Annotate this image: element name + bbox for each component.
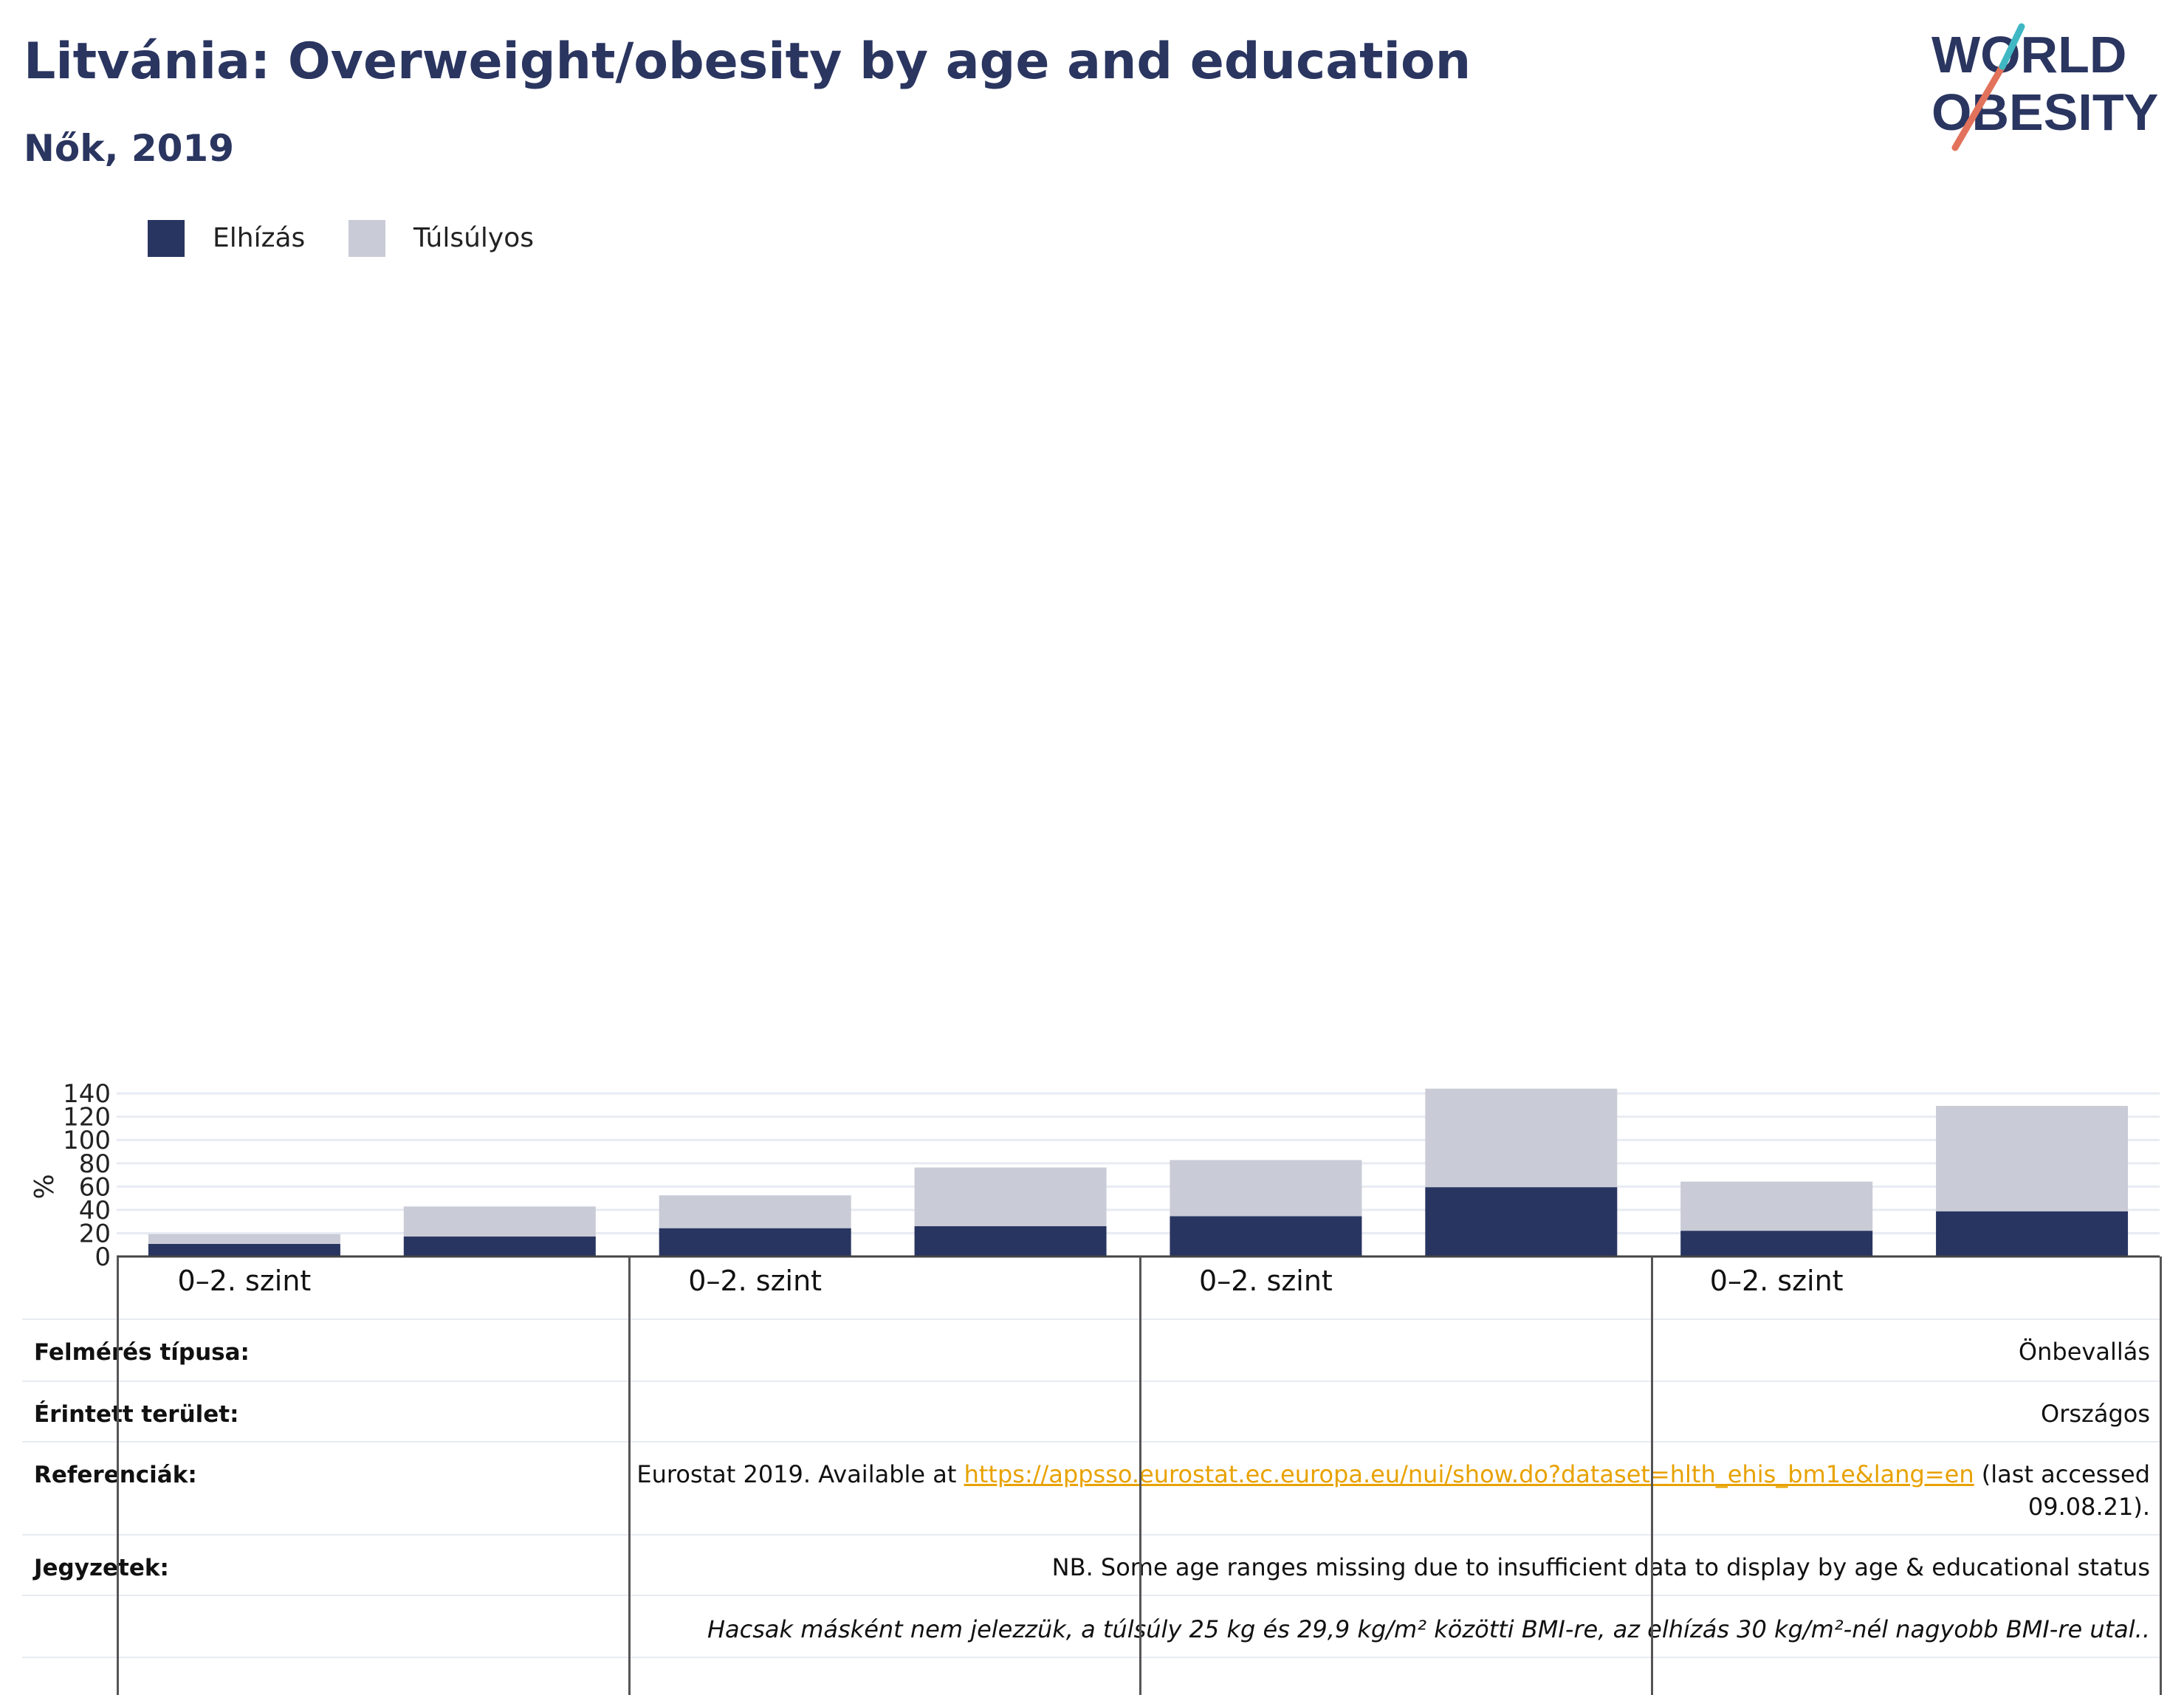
legend-swatch-obesity [148,220,185,257]
definition-note: Hacsak másként nem jelezzük, a túlsúly 2… [707,1615,2150,1643]
bar-overweight [1680,1181,1873,1231]
references-link[interactable]: https://appsso.eurostat.ec.europa.eu/nui… [964,1460,1974,1488]
legend-label-overweight: Túlsúlyos [413,223,535,253]
group-divider [117,1256,119,1695]
bar-overweight [403,1206,596,1237]
group-divider [628,1256,631,1695]
table-divider [22,1595,2162,1596]
references-prefix: Eurostat 2019. Available at [636,1460,964,1488]
survey-type-label: Felmérés típusa: [34,1339,250,1366]
table-divider [22,1318,2162,1320]
logo-text-world: WORLD [1931,26,2126,83]
y-tick-label: 100 [63,1126,111,1155]
legend-swatch-overweight [348,220,385,257]
references-label: Referenciák: [34,1462,197,1488]
y-tick-label: 140 [63,1079,111,1109]
table-divider [22,1441,2162,1443]
bar-obesity [148,1243,340,1256]
bar-overweight [914,1167,1107,1226]
area-label: Érintett terület: [34,1401,239,1428]
x-group-label: 0–2. szint [1199,1265,1333,1297]
bar-obesity [1425,1187,1618,1256]
group-divider [1651,1256,1653,1695]
references-value: Eurostat 2019. Available at https://apps… [636,1460,2150,1488]
table-divider [22,1534,2162,1536]
x-group-label: 0–2. szint [688,1265,822,1297]
bar-overweight [1170,1160,1362,1217]
chart-title: Litvánia: Overweight/obesity by age and … [24,32,1472,91]
bar-overweight [659,1195,851,1228]
table-divider [22,1381,2162,1382]
area-value: Országos [2041,1400,2150,1428]
bar-overweight [1936,1106,2129,1211]
y-tick-label: 40 [79,1196,111,1225]
x-group-label: 0–2. szint [178,1265,312,1297]
logo-text-obesity: OBESITY [1931,83,2158,141]
notes-value: NB. Some age ranges missing due to insuf… [1051,1553,2150,1581]
survey-type-value: Önbevallás [2018,1338,2150,1366]
bar-obesity [1680,1231,1873,1256]
bar-obesity [914,1225,1107,1256]
legend-label-obesity: Elhízás [213,223,306,253]
table-divider [22,1657,2162,1658]
bar-obesity [659,1228,851,1256]
notes-label: Jegyzetek: [34,1555,169,1581]
chart-subtitle: Nők, 2019 [24,127,235,170]
bar-obesity [1170,1216,1362,1256]
y-tick-label: 20 [79,1219,111,1248]
group-divider [2160,1256,2162,1695]
y-axis-label: % [30,1174,60,1199]
references-date: 09.08.21). [2027,1493,2150,1521]
bar-overweight [148,1234,340,1244]
y-tick-label: 80 [79,1149,111,1179]
bar-overweight [1425,1088,1618,1188]
y-tick-label: 120 [63,1103,111,1132]
world-obesity-logo: WORLD OBESITY [1931,23,2158,151]
y-tick-label: 0 [95,1242,111,1272]
x-group-label: 0–2. szint [1710,1265,1844,1297]
bar-obesity [1936,1211,2129,1256]
bar-obesity [403,1236,596,1256]
y-tick-label: 60 [79,1172,111,1202]
group-divider [1139,1256,1141,1695]
references-suffix: (last accessed [1974,1460,2150,1488]
